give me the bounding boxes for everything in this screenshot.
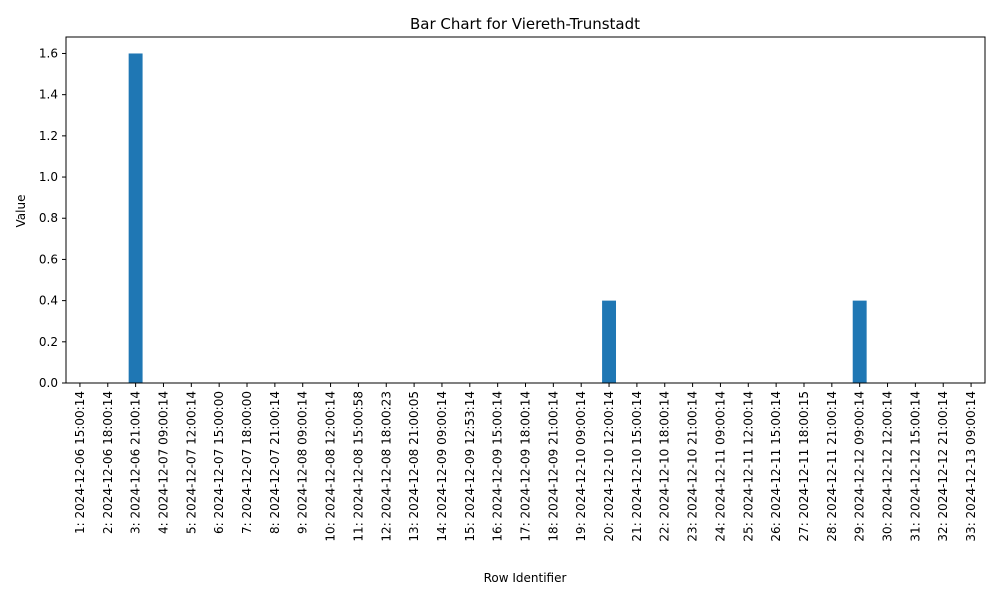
x-tick-label: 25: 2024-12-11 12:00:14 (741, 391, 755, 542)
x-tick-label: 31: 2024-12-12 15:00:14 (908, 391, 922, 542)
x-tick-label: 4: 2024-12-07 09:00:14 (156, 391, 170, 534)
x-tick-label: 3: 2024-12-06 21:00:14 (129, 391, 143, 534)
x-tick-label: 28: 2024-12-11 21:00:14 (825, 391, 839, 542)
bars-layer (128, 53, 867, 383)
x-tick-label: 19: 2024-12-10 09:00:14 (574, 391, 588, 542)
x-tick-label: 13: 2024-12-08 21:00:05 (407, 391, 421, 542)
x-tick-label: 16: 2024-12-09 15:00:14 (491, 391, 505, 542)
x-tick-label: 21: 2024-12-10 15:00:14 (630, 391, 644, 542)
y-tick-label: 0.2 (39, 335, 58, 349)
y-tick-label: 0.0 (39, 376, 58, 390)
x-tick-label: 17: 2024-12-09 18:00:14 (519, 391, 533, 542)
x-tick-label: 9: 2024-12-08 09:00:14 (296, 391, 310, 534)
x-tick-label: 7: 2024-12-07 18:00:00 (240, 391, 254, 534)
x-tick-label: 24: 2024-12-11 09:00:14 (713, 391, 727, 542)
x-tick-label: 32: 2024-12-12 21:00:14 (936, 391, 950, 542)
bar (602, 300, 617, 383)
y-tick-label: 1.6 (39, 46, 58, 60)
y-tick-label: 1.2 (39, 129, 58, 143)
y-tick-label: 0.6 (39, 252, 58, 266)
x-tick-label: 5: 2024-12-07 12:00:14 (184, 391, 198, 534)
x-tick-label: 15: 2024-12-09 12:53:14 (463, 391, 477, 542)
y-tick-label: 0.4 (39, 294, 58, 308)
x-axis-label: Row Identifier (484, 571, 567, 585)
x-tick-label: 12: 2024-12-08 18:00:23 (379, 391, 393, 542)
y-tick-label: 0.8 (39, 211, 58, 225)
x-tick-label: 11: 2024-12-08 15:00:58 (351, 391, 365, 542)
plot-frame (65, 36, 986, 384)
y-axis: 0.0 0.2 0.4 0.6 0.8 1.0 1.2 1.4 1.6 (39, 46, 66, 390)
x-tick-label: 8: 2024-12-07 21:00:14 (268, 391, 282, 534)
bar (128, 53, 143, 383)
x-tick-label: 30: 2024-12-12 12:00:14 (881, 391, 895, 542)
y-tick-label: 1.4 (39, 88, 58, 102)
x-tick-label: 2: 2024-12-06 18:00:14 (101, 391, 115, 534)
x-tick-label: 10: 2024-12-08 12:00:14 (324, 391, 338, 542)
x-tick-label: 33: 2024-12-13 09:00:14 (964, 391, 978, 542)
x-tick-label: 26: 2024-12-11 15:00:14 (769, 391, 783, 542)
chart-title: Bar Chart for Viereth-Trunstadt (410, 15, 640, 33)
x-axis: 1: 2024-12-06 15:00:14 2: 2024-12-06 18:0… (73, 383, 978, 542)
x-tick-label: 1: 2024-12-06 15:00:14 (73, 391, 87, 534)
x-tick-label: 14: 2024-12-09 09:00:14 (435, 391, 449, 542)
x-tick-label: 23: 2024-12-10 21:00:14 (686, 391, 700, 542)
y-axis-label: Value (14, 195, 28, 228)
bar (852, 300, 867, 383)
x-tick-label: 27: 2024-12-11 18:00:15 (797, 391, 811, 542)
x-tick-label: 18: 2024-12-09 21:00:14 (546, 391, 560, 542)
x-tick-label: 6: 2024-12-07 15:00:00 (212, 391, 226, 534)
x-tick-label: 20: 2024-12-10 12:00:14 (602, 391, 616, 542)
x-tick-label: 22: 2024-12-10 18:00:14 (658, 391, 672, 542)
y-tick-label: 1.0 (39, 170, 58, 184)
x-tick-label: 29: 2024-12-12 09:00:14 (853, 391, 867, 542)
